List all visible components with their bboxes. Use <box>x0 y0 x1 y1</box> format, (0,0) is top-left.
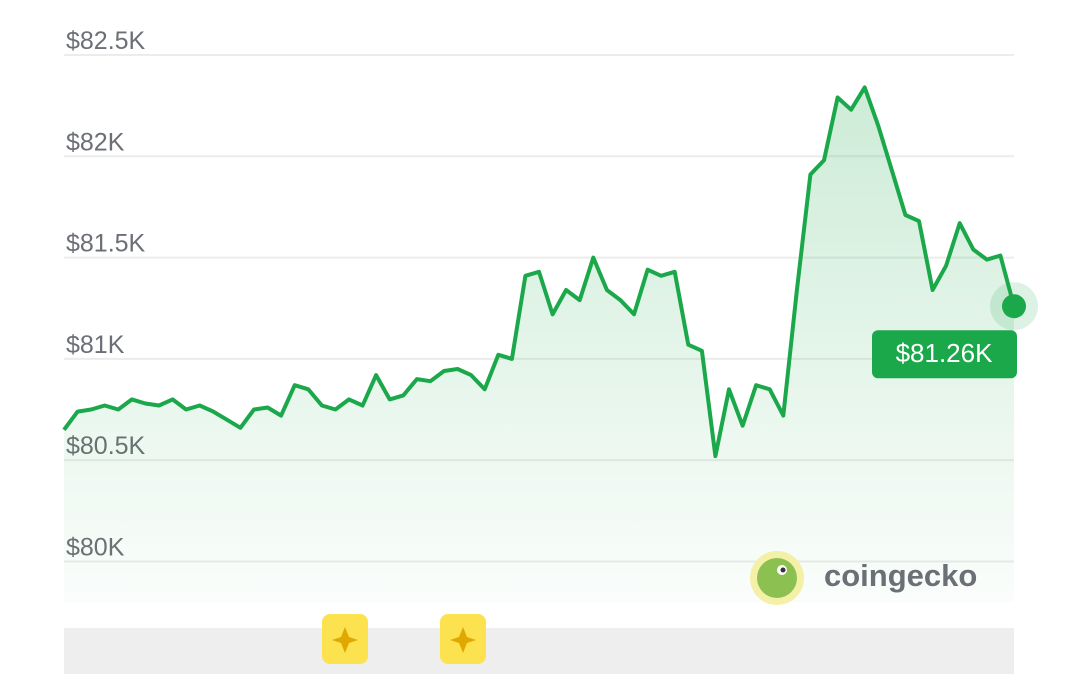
annotation-layer: $81.26K <box>872 330 1017 379</box>
price-badge <box>872 330 1017 379</box>
coingecko-logo <box>750 551 804 605</box>
y-tick-label: $81K <box>66 331 125 359</box>
end-point <box>1002 294 1026 319</box>
y-tick-label: $81.5K <box>66 230 146 258</box>
area-fill <box>64 87 1014 602</box>
volume-strip <box>64 628 1014 674</box>
y-tick-label: $82.5K <box>66 27 146 55</box>
price-label: $81.26K <box>896 338 994 368</box>
price-line <box>62 85 1016 459</box>
plot <box>62 85 1038 602</box>
watermark: coingecko <box>824 558 977 593</box>
event-badge <box>322 614 368 664</box>
event-badge <box>440 614 486 664</box>
y-tick-label: $82K <box>66 128 125 156</box>
